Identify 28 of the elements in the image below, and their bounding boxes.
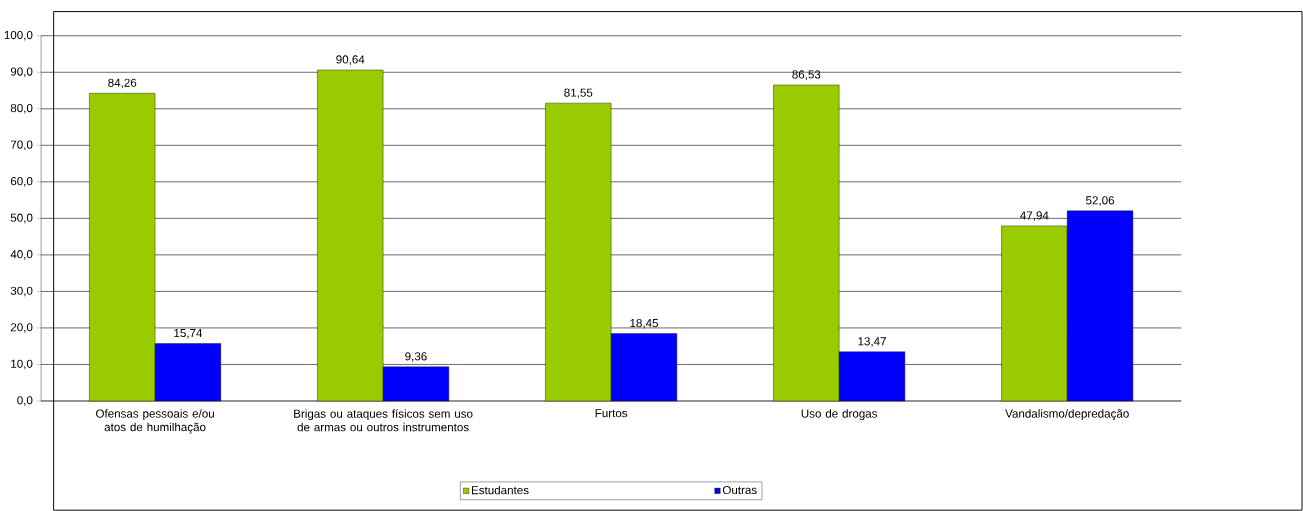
data-label: 13,47	[858, 337, 886, 347]
x-tick-label: Uso de drogas	[801, 409, 878, 420]
y-tick-label: 60,0	[10, 176, 33, 187]
y-tick-label: 50,0	[10, 213, 33, 224]
data-label: 90,64	[336, 55, 365, 65]
y-tick-label: 90,0	[10, 67, 33, 77]
data-label: 15,74	[174, 328, 203, 339]
y-tick-label: 80,0	[10, 103, 33, 114]
data-label: 81,55	[564, 88, 593, 99]
x-tick-label: Brigas ou ataques físicos sem uso de armas ou outros instrumentos	[294, 409, 473, 432]
x-tick-label: Vandalismo/depredação	[1005, 409, 1129, 420]
data-label: 9,36	[405, 352, 427, 362]
y-tick-label: 40,0	[10, 250, 33, 260]
y-tick-label: 100,0	[4, 30, 33, 41]
data-label: 18,45	[630, 318, 659, 329]
x-tick-label: Ofensas pessoais e/ou atos de humilhação	[96, 409, 214, 434]
data-label: 86,53	[792, 70, 821, 80]
y-tick-label: 30,0	[10, 286, 33, 297]
y-tick-label: 70,0	[10, 140, 33, 151]
data-label: 84,26	[108, 78, 137, 89]
y-tick-label: 0,0	[17, 396, 33, 406]
legend-label: Estudantes	[471, 485, 529, 495]
y-tick-label: 20,0	[10, 323, 33, 333]
legend-label: Outras	[722, 485, 757, 495]
data-label: 52,06	[1086, 196, 1115, 206]
data-label: 47,94	[1020, 211, 1049, 221]
x-tick-label: Furtos	[595, 409, 628, 418]
y-tick-label: 10,0	[11, 359, 33, 370]
